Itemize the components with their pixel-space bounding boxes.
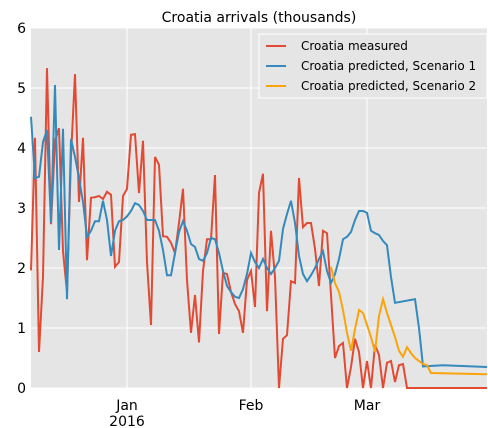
legend-label-measured: Croatia measured bbox=[301, 39, 408, 53]
y-axis-ticks: 0 1 2 3 4 5 6 bbox=[17, 21, 26, 397]
y-tick-label: 5 bbox=[17, 81, 26, 97]
y-tick-label: 4 bbox=[17, 141, 26, 157]
y-tick-label: 6 bbox=[17, 21, 26, 37]
legend-label-scenario1: Croatia predicted, Scenario 1 bbox=[301, 59, 476, 73]
y-tick-label: 2 bbox=[17, 261, 26, 277]
legend-box bbox=[258, 33, 488, 99]
chart-title: Croatia arrivals (thousands) bbox=[162, 10, 357, 26]
legend: Croatia measured Croatia predicted, Scena… bbox=[258, 33, 488, 99]
x-tick-sublabel: 2016 bbox=[109, 414, 145, 428]
x-tick-label: Jan bbox=[115, 398, 138, 414]
x-tick-label: Mar bbox=[354, 398, 381, 414]
y-tick-label: 1 bbox=[17, 321, 26, 337]
series-line-scenario2 bbox=[330, 266, 488, 376]
series-line-scenario1 bbox=[30, 84, 488, 368]
x-tick-label: Feb bbox=[239, 398, 264, 414]
legend-label-scenario2: Croatia predicted, Scenario 2 bbox=[301, 79, 476, 93]
y-tick-label: 0 bbox=[17, 381, 26, 397]
series-lines bbox=[30, 68, 488, 389]
y-tick-label: 3 bbox=[17, 201, 26, 217]
